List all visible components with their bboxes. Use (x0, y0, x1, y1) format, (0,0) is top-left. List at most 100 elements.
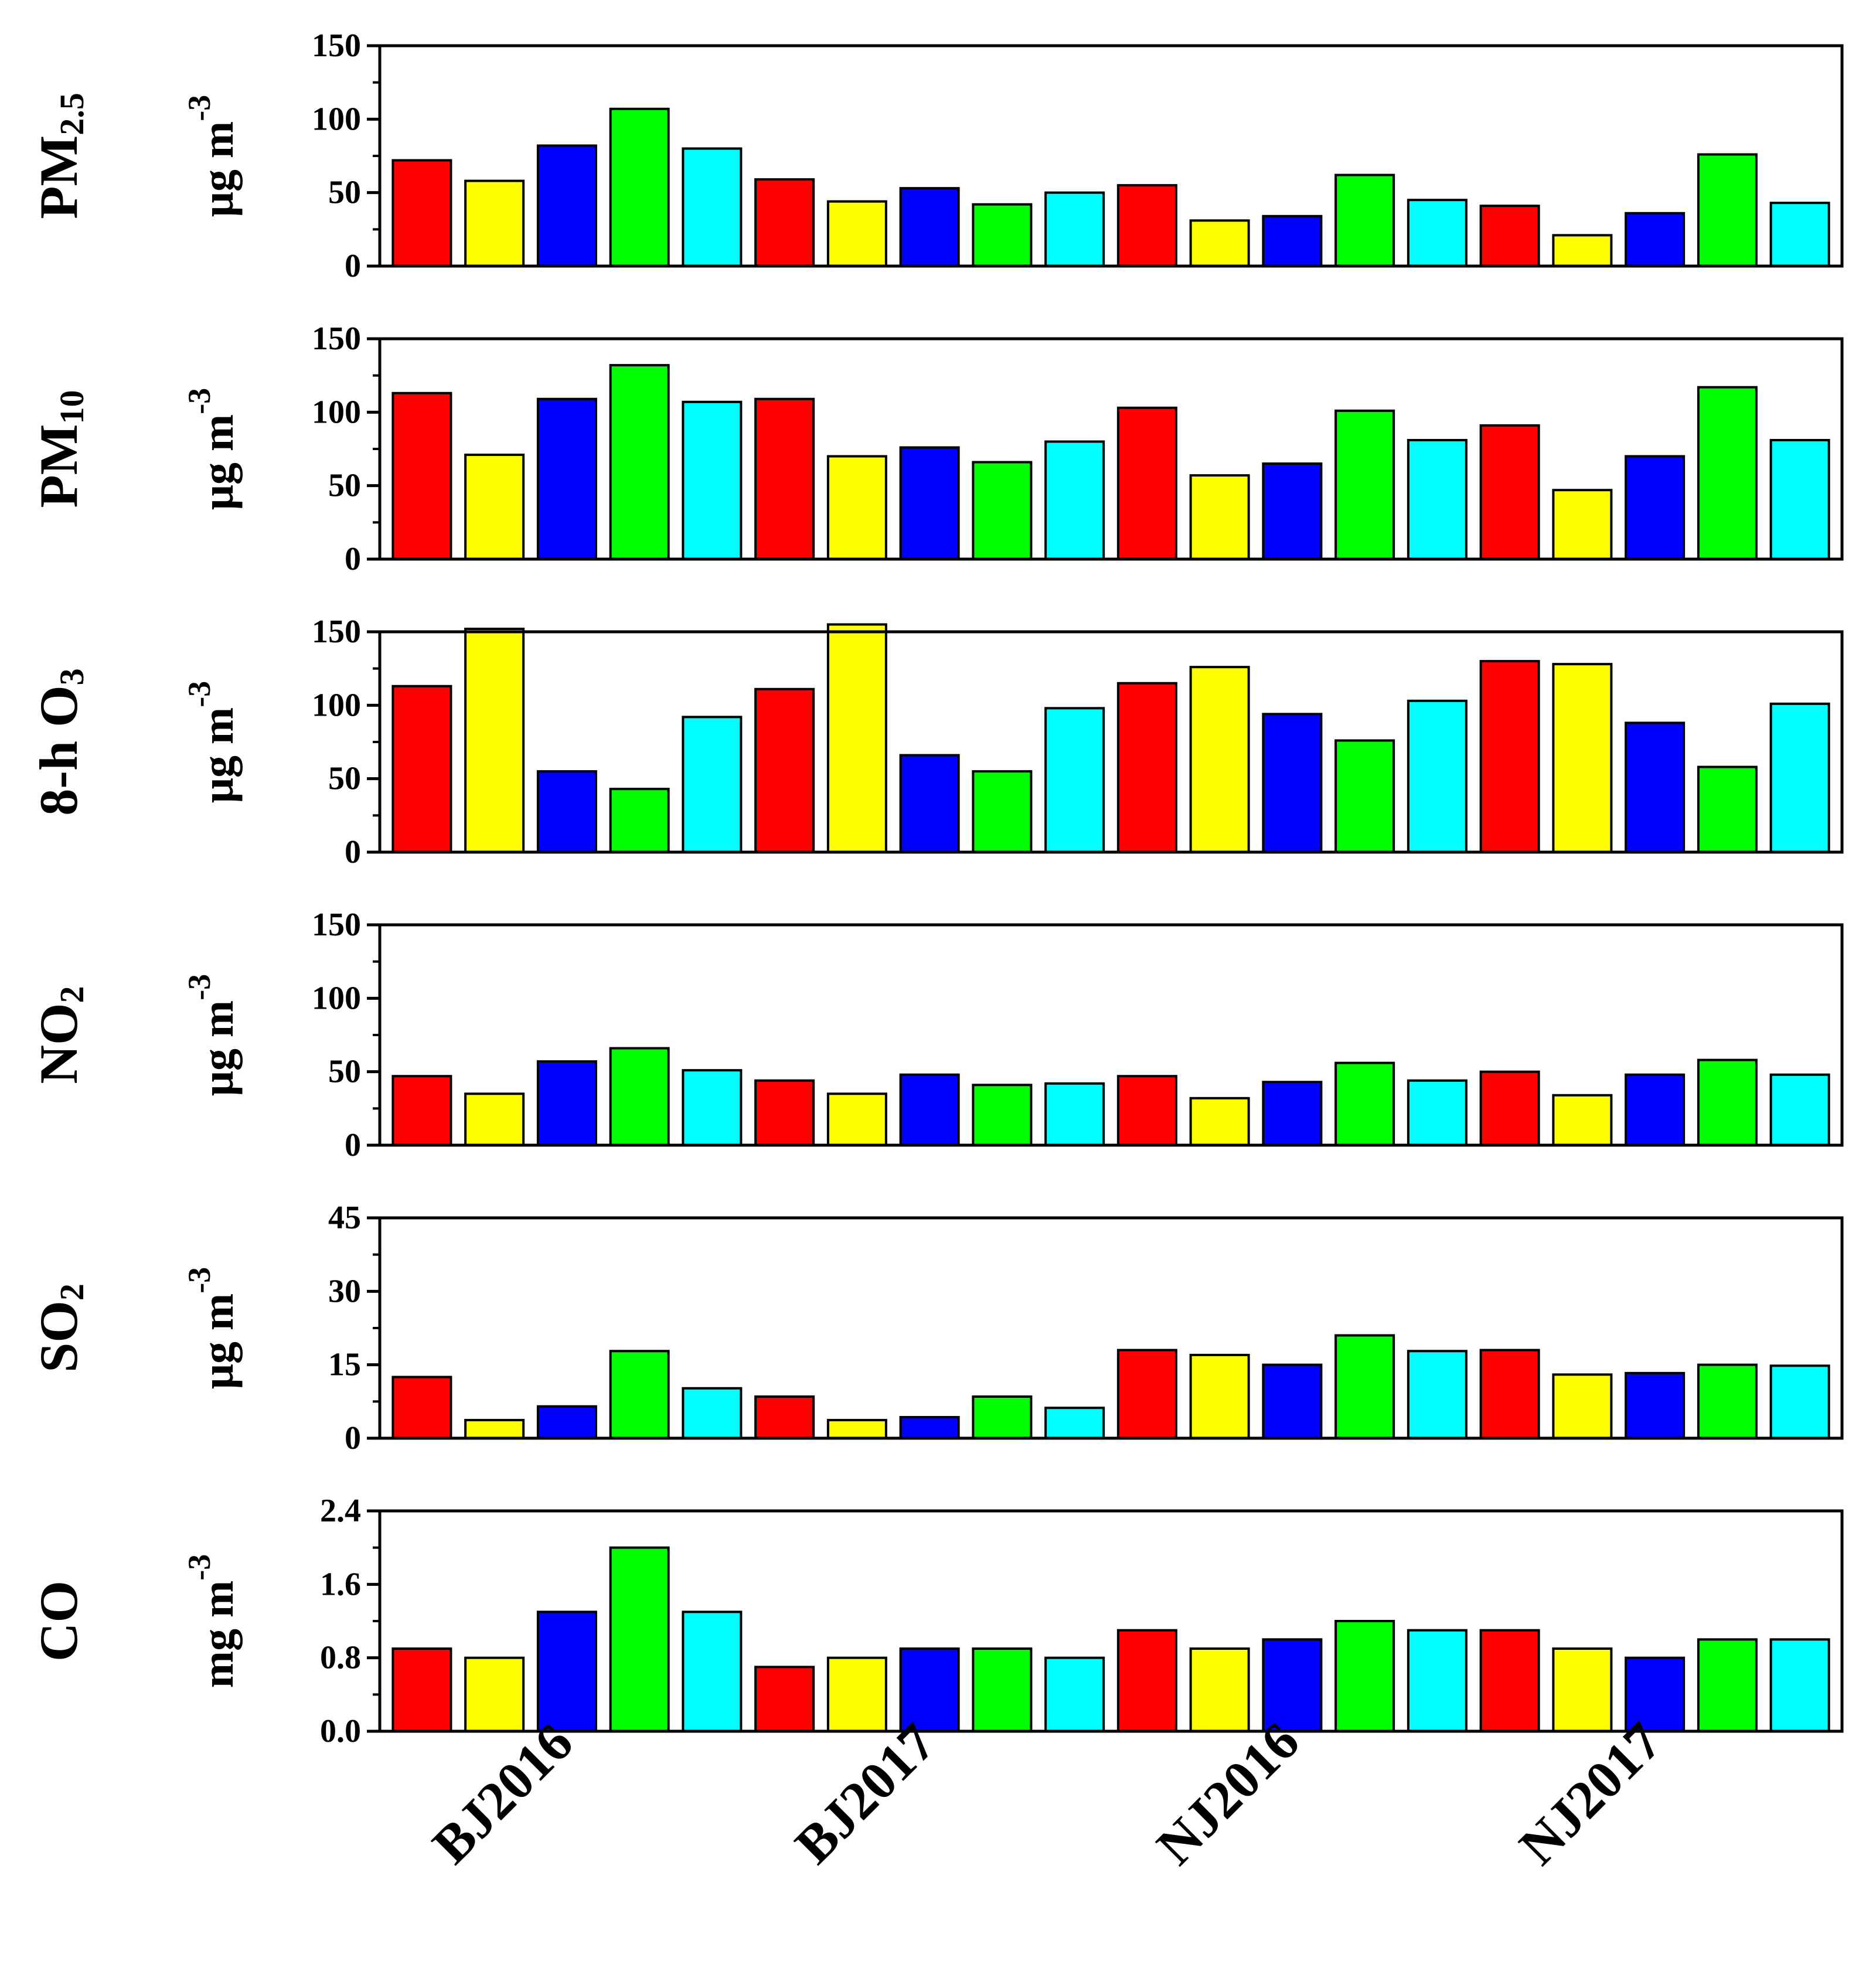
bar-o3-18 (1697, 765, 1758, 853)
group-label-3: NJ2017 (1508, 1711, 1673, 1876)
bar-o3-16 (1552, 663, 1613, 854)
unit-label-no2: μg m-3 (182, 974, 243, 1096)
ytick-label-no2-0: 0 (345, 1127, 361, 1163)
bar-so2-7 (899, 1416, 960, 1440)
ytick-label-co-1: 0.8 (320, 1640, 361, 1676)
bar-no2-7 (899, 1073, 960, 1147)
ytick-label-pm10-1: 50 (328, 468, 361, 504)
unit-label-o3: μg m-3 (182, 681, 243, 803)
bar-o3-12 (1262, 713, 1323, 853)
bar-co-15 (1479, 1629, 1540, 1732)
bar-co-10 (1116, 1629, 1177, 1732)
ytick-label-no2-2: 100 (312, 980, 361, 1016)
ytick-label-so2-0: 0 (345, 1420, 361, 1456)
bar-no2-15 (1479, 1070, 1540, 1147)
bar-o3-17 (1625, 721, 1686, 854)
bar-so2-15 (1479, 1349, 1540, 1440)
axes-frame-no2 (378, 923, 1844, 1147)
bar-co-17 (1625, 1656, 1686, 1732)
bar-no2-14 (1407, 1079, 1468, 1146)
bar-pm10-3 (609, 364, 670, 560)
bar-so2-16 (1552, 1373, 1613, 1439)
panel-co: 0.0 0.8 1.6 2.4 CO mg m-3 (29, 1493, 1844, 1749)
bar-so2-0 (391, 1376, 452, 1440)
bar-co-4 (682, 1611, 743, 1733)
bar-so2-11 (1189, 1353, 1250, 1439)
ytick-label-pm10-2: 100 (312, 394, 361, 430)
bar-co-0 (391, 1647, 452, 1732)
panel-pm10: 0 50 100 150 PM10 μg m-3 (29, 321, 1844, 577)
ytick-label-no2-3: 150 (312, 907, 361, 943)
bar-so2-12 (1262, 1363, 1323, 1439)
bar-pm25-19 (1769, 202, 1830, 267)
bar-no2-3 (609, 1047, 670, 1147)
bar-so2-3 (609, 1350, 670, 1440)
bar-so2-6 (826, 1419, 887, 1440)
panel-pm25: 0 50 100 150 PM2.5 μg m-3 (29, 28, 1844, 284)
bar-pm10-19 (1769, 438, 1830, 561)
bar-so2-2 (536, 1405, 597, 1439)
variable-label-so2: SO2 (29, 1283, 91, 1373)
bar-o3-0 (391, 685, 452, 853)
axes-frame-so2 (378, 1216, 1844, 1440)
bar-pm25-12 (1262, 215, 1323, 267)
bar-no2-0 (391, 1075, 452, 1146)
bar-pm25-7 (899, 187, 960, 267)
bar-no2-17 (1625, 1073, 1686, 1147)
bar-pm10-13 (1334, 409, 1395, 561)
bar-pm10-0 (391, 391, 452, 560)
bar-pm10-15 (1479, 424, 1540, 561)
bar-pm25-11 (1189, 219, 1250, 268)
panel-no2: 0 50 100 150 NO2 μg m-3 (29, 907, 1844, 1163)
bar-pm25-16 (1552, 234, 1613, 267)
ytick-label-pm10-0: 0 (345, 541, 361, 577)
bar-pm10-8 (972, 461, 1033, 560)
bar-co-12 (1262, 1638, 1323, 1733)
group-label-2: NJ2016 (1145, 1711, 1310, 1876)
bar-no2-19 (1769, 1073, 1830, 1147)
bar-pm10-2 (536, 397, 597, 561)
bar-no2-6 (826, 1092, 887, 1147)
bar-pm10-6 (826, 455, 887, 561)
bar-no2-5 (754, 1079, 815, 1146)
bar-no2-9 (1044, 1082, 1105, 1146)
ytick-label-pm10-3: 150 (312, 321, 361, 357)
bar-pm10-16 (1552, 489, 1613, 560)
ytick-label-so2-3: 45 (328, 1200, 361, 1236)
bar-pm25-15 (1479, 205, 1540, 268)
bar-pm25-9 (1044, 191, 1105, 268)
bar-no2-10 (1116, 1075, 1177, 1146)
bar-no2-18 (1697, 1058, 1758, 1146)
bar-co-9 (1044, 1656, 1105, 1732)
ytick-label-o3-1: 50 (328, 761, 361, 797)
bar-pm25-14 (1407, 199, 1468, 268)
bar-pm10-11 (1189, 474, 1250, 560)
ytick-label-pm25-0: 0 (345, 248, 361, 284)
bar-co-3 (609, 1546, 670, 1732)
bar-no2-1 (464, 1092, 525, 1147)
bar-o3-1 (464, 627, 525, 853)
bar-co-19 (1769, 1638, 1830, 1733)
bar-o3-10 (1116, 682, 1177, 853)
bar-co-8 (972, 1647, 1033, 1732)
bar-co-7 (899, 1647, 960, 1732)
axes-frame-o3 (378, 630, 1844, 854)
bar-pm10-14 (1407, 438, 1468, 561)
bar-no2-11 (1189, 1097, 1250, 1147)
bar-co-13 (1334, 1620, 1395, 1732)
bar-co-1 (464, 1656, 525, 1732)
bar-so2-13 (1334, 1334, 1395, 1440)
bar-o3-11 (1189, 666, 1250, 854)
bar-so2-5 (754, 1395, 815, 1439)
bar-co-6 (826, 1656, 887, 1732)
bar-pm25-5 (754, 178, 815, 267)
ytick-label-no2-1: 50 (328, 1054, 361, 1090)
bar-so2-9 (1044, 1407, 1105, 1439)
bar-pm10-17 (1625, 455, 1686, 561)
bar-so2-4 (682, 1387, 743, 1440)
bar-pm10-10 (1116, 406, 1177, 560)
bar-o3-7 (899, 754, 960, 854)
bar-pm10-4 (682, 400, 743, 560)
bar-co-14 (1407, 1629, 1468, 1732)
bar-pm10-5 (754, 397, 815, 561)
